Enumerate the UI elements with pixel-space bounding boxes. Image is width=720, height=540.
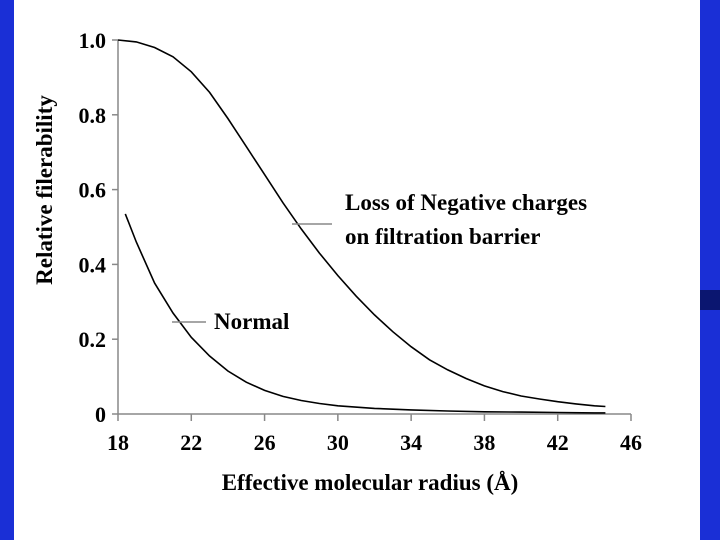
right-border-strip xyxy=(700,0,720,540)
series-1-label: Normal xyxy=(214,309,289,334)
series-0-label: Loss of Negative charges xyxy=(345,190,587,215)
y-tick-label: 0.2 xyxy=(79,327,107,352)
x-tick-label: 26 xyxy=(254,430,276,455)
x-axis-title: Effective molecular radius (Å) xyxy=(222,470,519,495)
y-tick-label: 0 xyxy=(95,402,106,427)
x-tick-label: 30 xyxy=(327,430,349,455)
series-line-1 xyxy=(124,213,606,414)
axes: 18 22 26 30 34 38 42 46 0 0.2 0.4 0.6 0.8 1.0 xyxy=(79,28,643,455)
series-0-label: on filtration barrier xyxy=(345,224,540,249)
y-tick-label: 0.8 xyxy=(79,103,107,128)
series-line-0 xyxy=(117,39,606,408)
x-tick-label: 22 xyxy=(180,430,202,455)
slide-panel xyxy=(14,0,706,540)
x-tick-label: 38 xyxy=(473,430,495,455)
y-tick-label: 1.0 xyxy=(79,28,107,53)
y-axis-title: Relative filerability xyxy=(32,95,57,285)
x-tick-label: 18 xyxy=(107,430,129,455)
y-tick-label: 0.6 xyxy=(79,178,107,203)
series-layer xyxy=(117,39,606,414)
y-tick-label: 0.4 xyxy=(79,252,107,277)
x-tick-label: 42 xyxy=(547,430,569,455)
annotation-layer: Loss of Negative charges on filtration ba… xyxy=(172,190,587,334)
border-accent xyxy=(700,290,720,310)
x-tick-label: 46 xyxy=(620,430,642,455)
x-tick-label: 34 xyxy=(400,430,422,455)
